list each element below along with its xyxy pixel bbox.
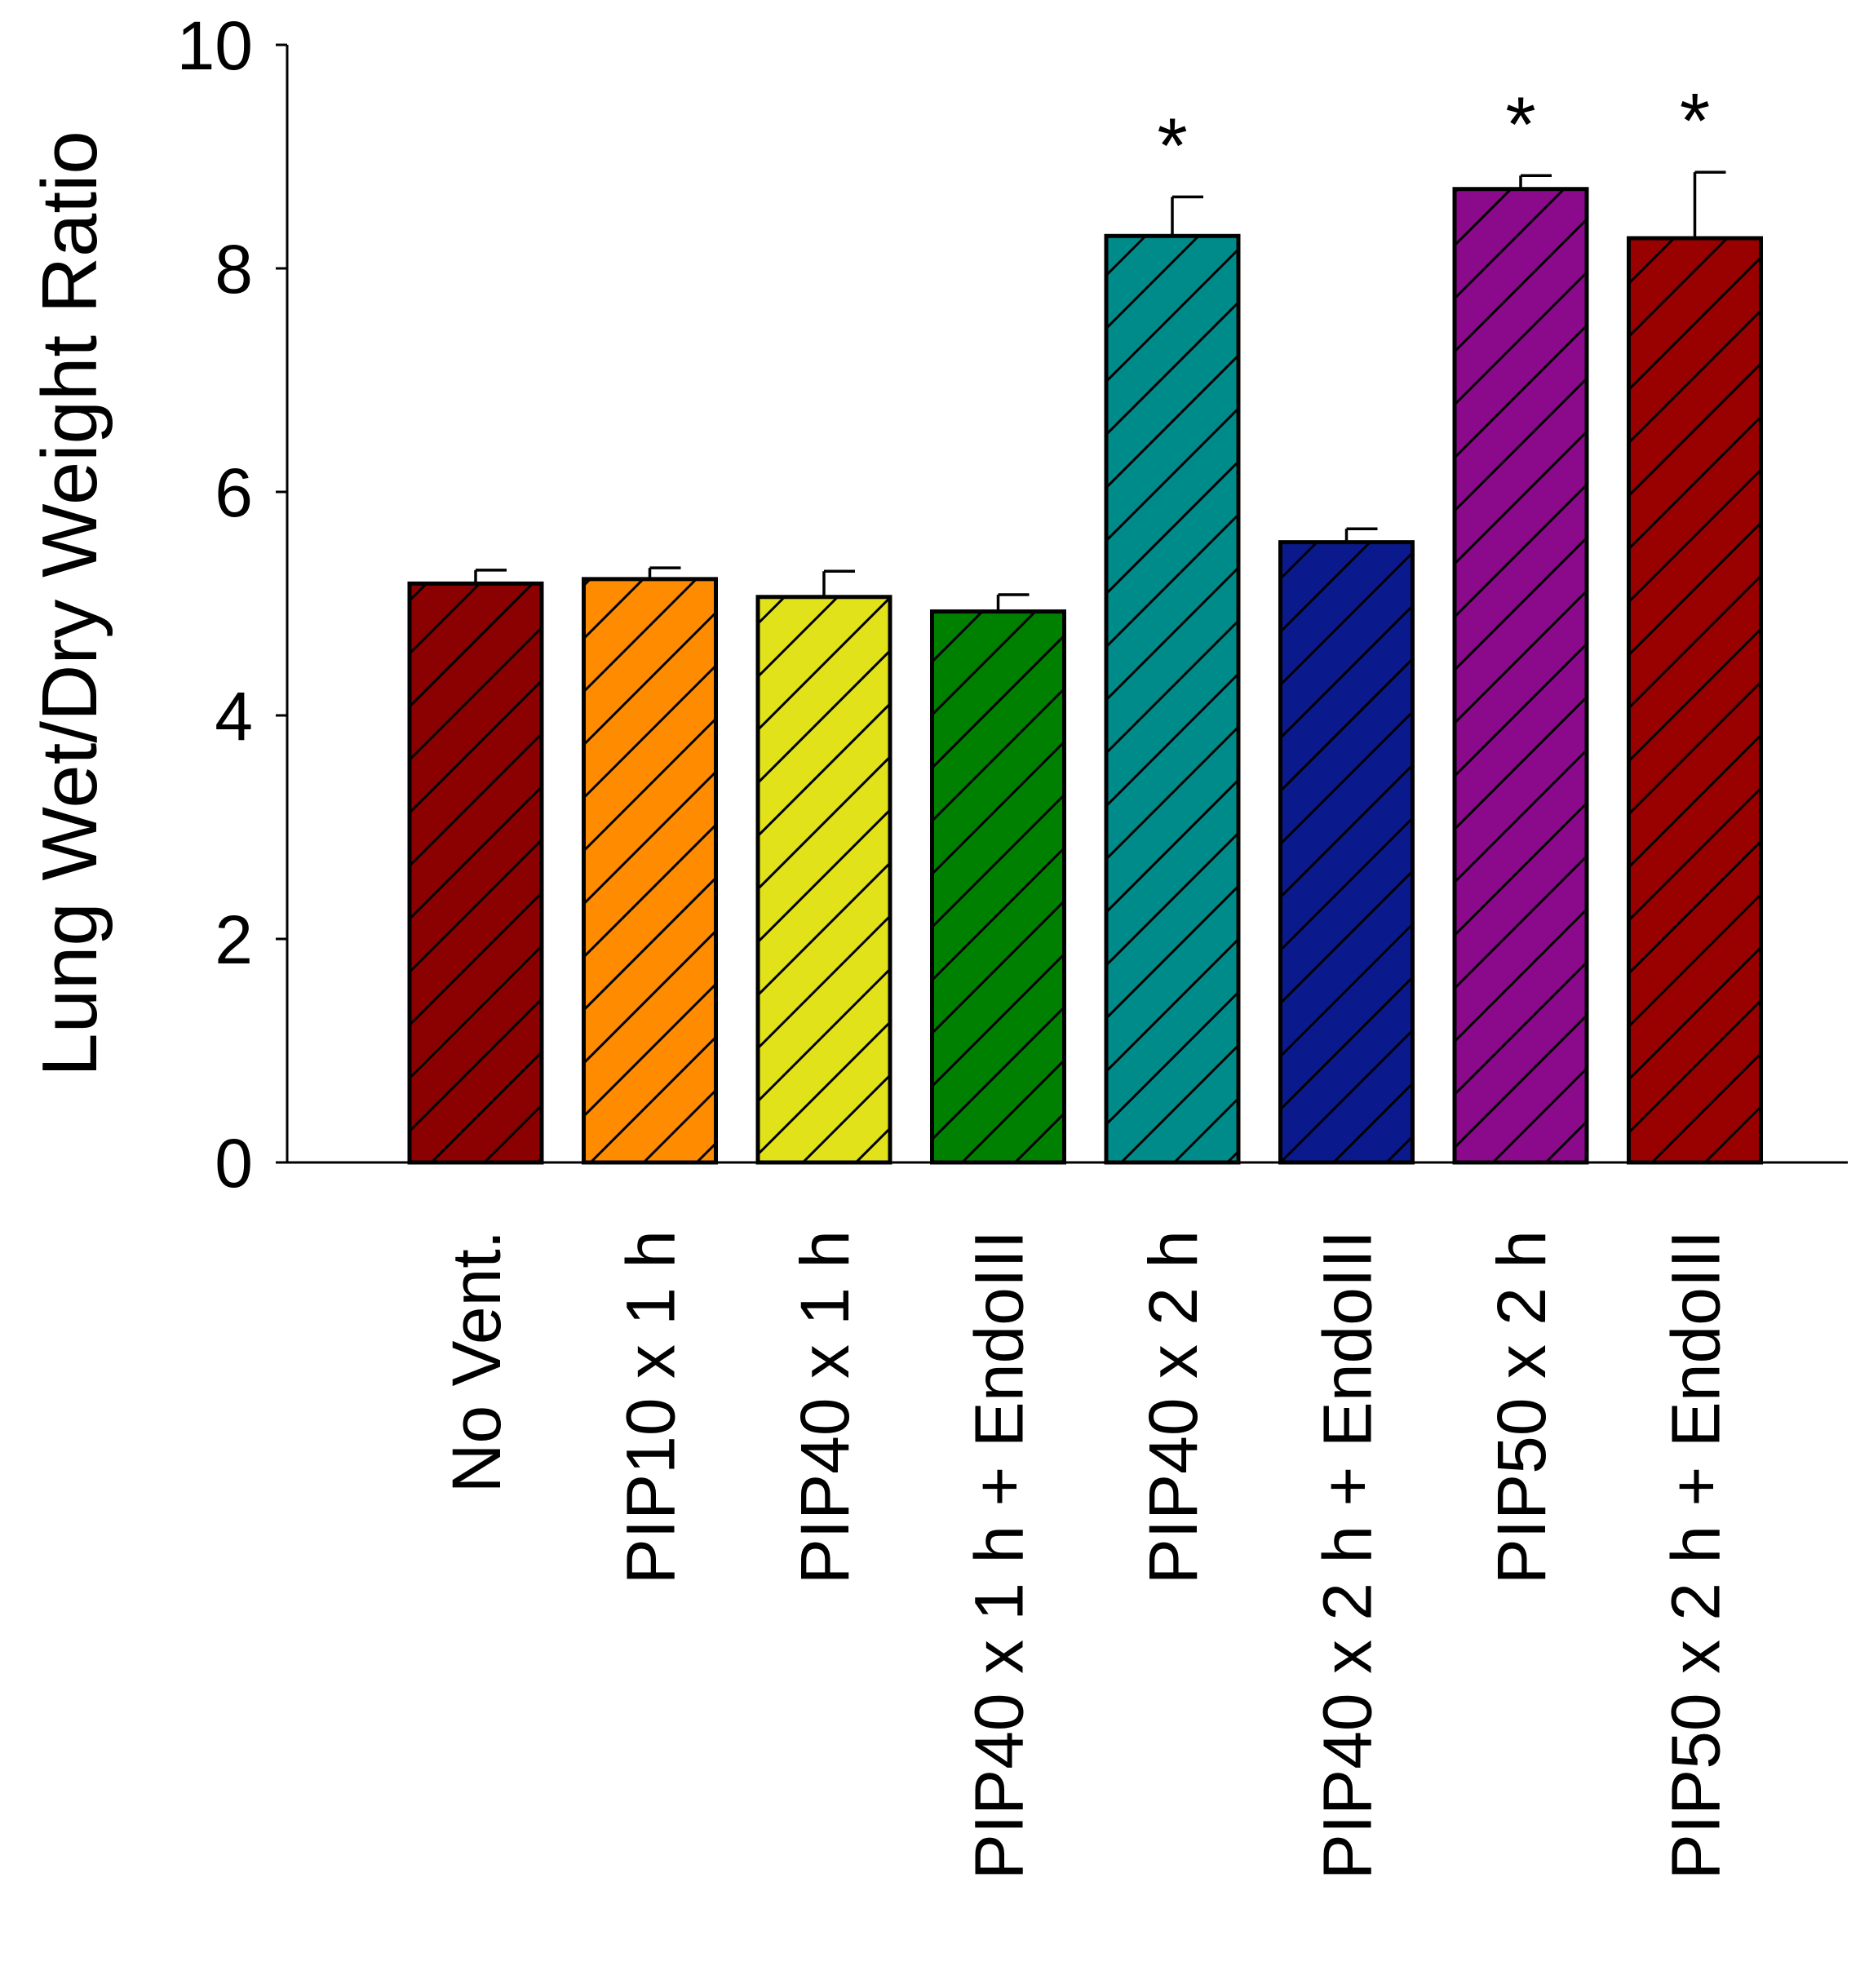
- y-ticks: 0 2 4 6 8 10: [177, 7, 287, 1202]
- bar: [583, 578, 716, 1162]
- x-category-label: PIP40 x 2 h + EndoIII: [1309, 1230, 1386, 1880]
- y-tick-label: 4: [215, 678, 253, 755]
- bar: [758, 596, 890, 1162]
- x-category-label: PIP50 x 2 h: [1483, 1230, 1560, 1584]
- bar: [410, 583, 542, 1162]
- significance-marker: *: [1157, 102, 1187, 189]
- bar: [1628, 238, 1761, 1162]
- x-category-label: PIP50 x 2 h + EndoIII: [1658, 1230, 1734, 1880]
- y-axis-title: Lung Wet/Dry Weight Ratio: [26, 131, 113, 1077]
- bar: [1455, 188, 1587, 1163]
- y-tick-label: 6: [215, 454, 253, 531]
- axes-layer: [286, 45, 1848, 1164]
- y-tick-label: 0: [215, 1125, 253, 1202]
- x-category-label: PIP40 x 2 h: [1135, 1230, 1211, 1584]
- y-tick-label: 8: [215, 231, 253, 308]
- significance-marker: *: [1680, 77, 1710, 165]
- bars-layer: * * *: [407, 77, 1763, 1165]
- x-category-label: PIP40 x 1 h + EndoIII: [961, 1230, 1038, 1880]
- bar: [932, 611, 1065, 1162]
- x-category-label: PIP10 x 1 h: [613, 1230, 689, 1584]
- significance-marker: *: [1505, 81, 1535, 168]
- x-category-label: No Vent.: [438, 1230, 515, 1493]
- x-category-label: PIP40 x 1 h: [786, 1230, 863, 1584]
- x-category-labels: No Vent. PIP10 x 1 h PIP40 x 1 h PIP40 x 1 …: [438, 1230, 1734, 1880]
- bar: [1106, 236, 1238, 1162]
- bar: [1280, 542, 1413, 1162]
- y-tick-label: 2: [215, 901, 253, 978]
- y-tick-label: 10: [177, 7, 253, 84]
